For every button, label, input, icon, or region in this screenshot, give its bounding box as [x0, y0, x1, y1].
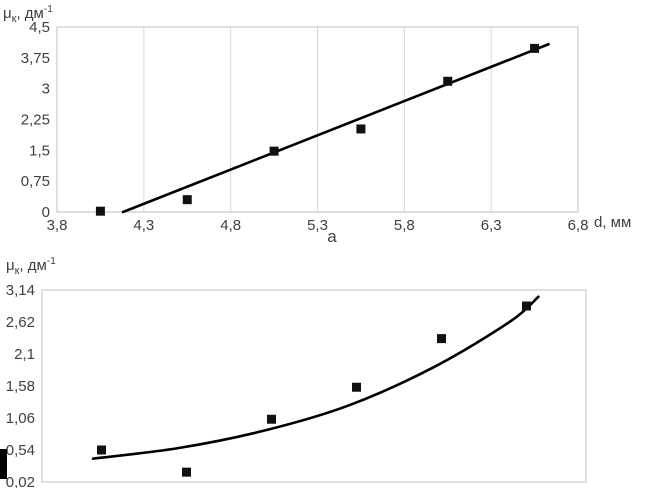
mu-symbol: μ	[6, 257, 15, 274]
x-tick-label: 5,3	[307, 217, 328, 234]
unit-exponent: -1	[43, 4, 53, 15]
chart-b-y-axis-title: μк, дм-1	[6, 256, 56, 277]
x-tick-label: 3,8	[47, 217, 68, 234]
y-tick-label: 2,62	[6, 314, 35, 331]
scan-artifact-mark	[0, 449, 7, 479]
y-tick-label: 3	[42, 81, 50, 98]
data-point-marker	[522, 301, 531, 311]
data-point-marker	[443, 76, 453, 86]
plot-border	[41, 289, 587, 483]
y-tick-label: 3,14	[6, 282, 35, 299]
unit-text: , дм	[19, 257, 47, 274]
y-tick-label: 0,75	[21, 173, 50, 190]
chart-a-y-axis-title: μк, дм-1	[3, 4, 53, 25]
x-tick-label: 6,3	[481, 217, 502, 234]
data-point-marker	[356, 124, 366, 134]
data-point-marker	[352, 382, 361, 392]
y-tick-label: 2,25	[21, 112, 50, 129]
y-tick-label: 0	[42, 204, 50, 221]
y-tick-label: 1,58	[6, 378, 35, 395]
y-tick-label: 3,75	[21, 50, 50, 67]
plot-border	[56, 26, 579, 213]
trend-line	[121, 42, 550, 214]
chart-a-caption: а	[327, 227, 337, 246]
x-tick-label: 4,3	[133, 217, 154, 234]
chart-a-plot-area: 0 0,75 1,5 2,25 3 3,75 4,5 3,8 4,3 4,8 5,3 5,8 6,3 6,…	[21, 19, 589, 234]
mu-symbol: μ	[3, 5, 12, 22]
y-tick-label: 4,5	[29, 19, 50, 36]
y-tick-label: 0,54	[6, 442, 35, 459]
data-point-marker	[182, 195, 192, 205]
data-point-marker	[267, 414, 276, 424]
y-tick-label: 1,06	[6, 410, 35, 427]
y-tick-label: 0,02	[6, 474, 35, 488]
chart-b-plot-area: 0,02 0,54 1,06 1,58 2,1 2,62 3,14	[6, 282, 587, 488]
unit-text: , дм	[16, 5, 44, 22]
y-tick-label: 1,5	[29, 142, 50, 159]
mu-subscript: к	[11, 13, 17, 25]
unit-exponent: -1	[46, 256, 56, 267]
y-tick-label: 2,1	[14, 346, 35, 363]
trend-curve	[91, 295, 540, 460]
data-point-marker	[97, 445, 106, 455]
x-tick-label: 6,8	[568, 217, 589, 234]
chart-a-x-axis-title: d, мм	[594, 214, 632, 231]
mu-subscript: к	[14, 265, 20, 277]
data-point-marker	[530, 43, 540, 53]
data-point-marker	[182, 467, 191, 477]
data-point-marker	[269, 146, 279, 156]
x-tick-label: 5,8	[394, 217, 415, 234]
data-point-marker	[95, 206, 105, 216]
data-point-marker	[437, 334, 446, 344]
x-tick-label: 4,8	[220, 217, 241, 234]
